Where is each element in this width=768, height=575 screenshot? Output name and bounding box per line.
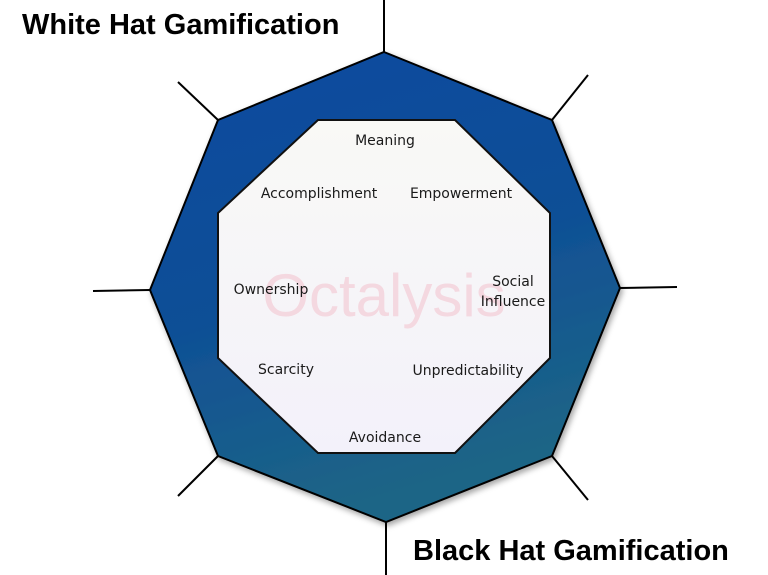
spokes xyxy=(92,0,678,575)
label-accomplishment: Accomplishment xyxy=(261,186,378,202)
label-social: Social xyxy=(492,274,534,290)
label-scarcity: Scarcity xyxy=(258,362,314,378)
spoke-bottom-left xyxy=(177,455,219,497)
spoke-top-right xyxy=(551,74,589,121)
label-avoidance: Avoidance xyxy=(349,430,421,446)
label-unpredictability: Unpredictability xyxy=(413,363,524,379)
spoke-top-left xyxy=(177,81,219,121)
spoke-left xyxy=(92,289,151,292)
label-influence: Influence xyxy=(481,294,546,310)
spoke-bottom-right xyxy=(551,455,589,501)
spoke-right xyxy=(619,286,678,289)
label-empowerment: Empowerment xyxy=(410,186,513,202)
inner-octagon xyxy=(217,119,551,454)
octalysis-watermark: Octalysis xyxy=(262,262,505,329)
label-meaning: Meaning xyxy=(355,133,415,149)
label-ownership: Ownership xyxy=(234,282,309,298)
white-hat-title: White Hat Gamification xyxy=(22,9,340,41)
black-hat-title: Black Hat Gamification xyxy=(413,535,729,567)
